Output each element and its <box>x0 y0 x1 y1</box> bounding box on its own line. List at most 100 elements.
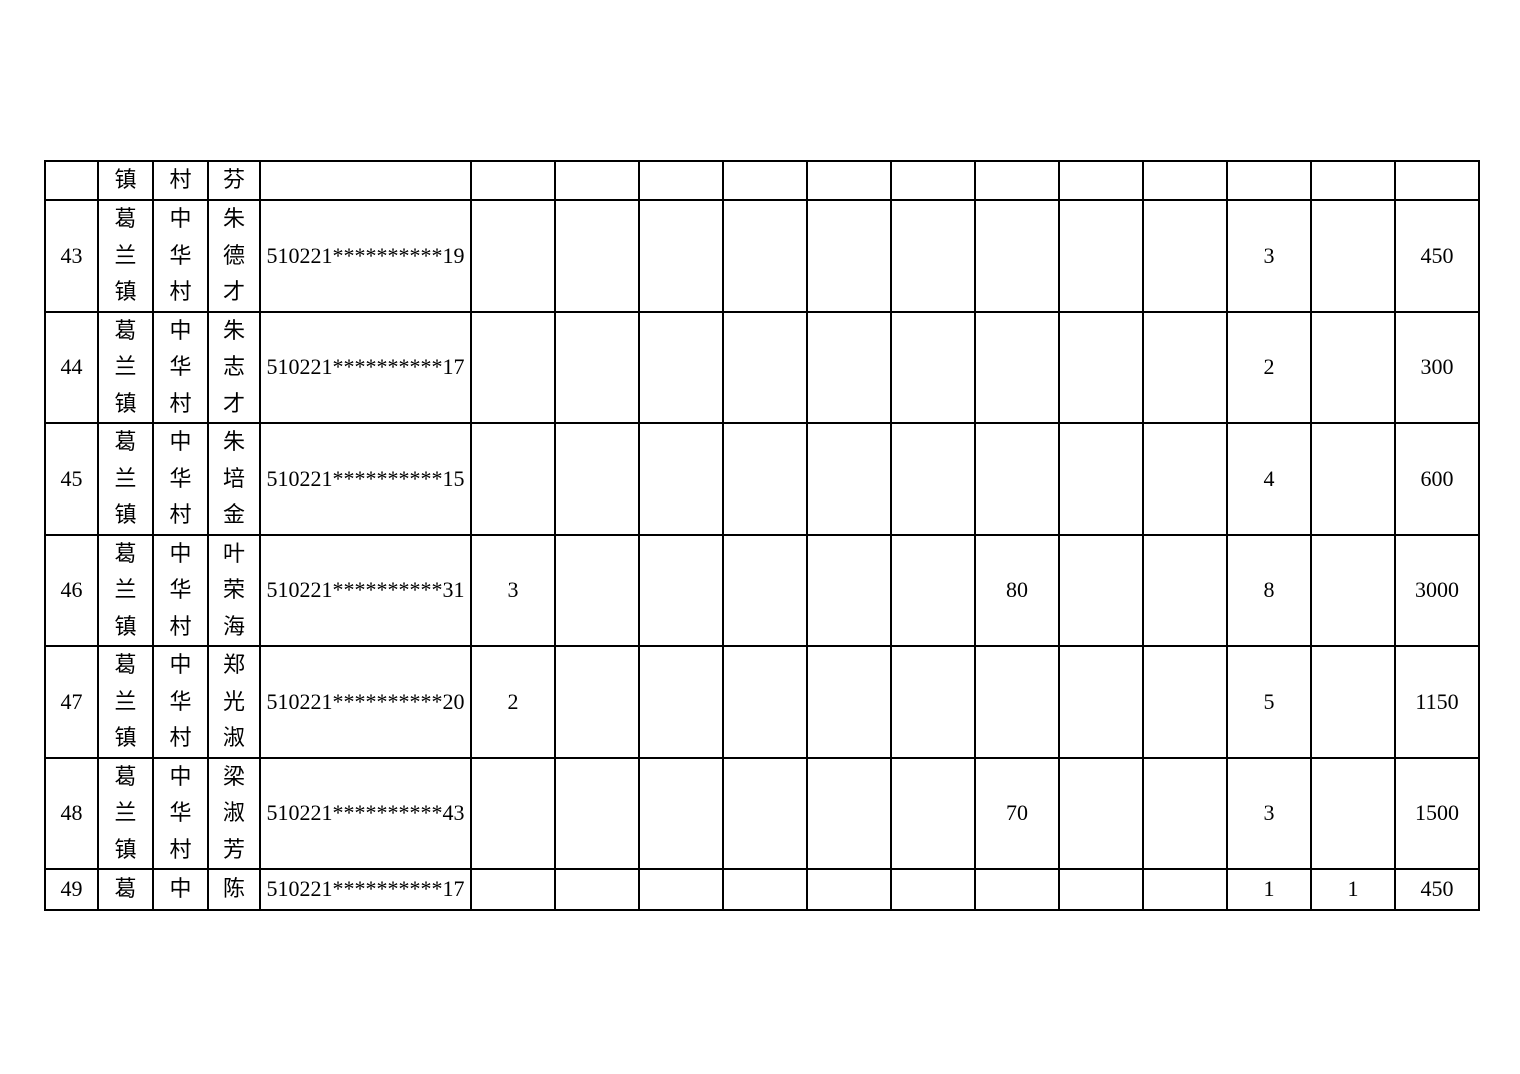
value-cell <box>470 422 556 536</box>
value-cell <box>638 533 724 647</box>
id-number-cell: 510221**********43 <box>259 756 472 870</box>
table-row-continuation: 镇 村 芬 <box>44 160 1480 201</box>
value-cell <box>722 199 808 313</box>
town-cell: 葛 兰 镇 <box>97 199 154 313</box>
value-cell <box>554 199 640 313</box>
record-table: 镇 村 芬 4 3 葛 兰 镇 中 华 村 <box>44 160 1480 911</box>
value-cell <box>554 868 640 911</box>
value-cell <box>722 756 808 870</box>
value-cell <box>722 645 808 759</box>
row-number-cell: 45 <box>44 422 99 536</box>
value-cell <box>1142 756 1228 870</box>
village-cell: 中 <box>152 868 209 911</box>
id-number-cell: 510221**********15 <box>259 422 472 536</box>
value-cell <box>1310 756 1396 870</box>
value-cell: 80 <box>974 533 1060 647</box>
town-cell: 镇 <box>97 160 154 201</box>
value-cell: 450 <box>1394 199 1480 313</box>
value-cell <box>1310 645 1396 759</box>
value-cell <box>974 160 1060 201</box>
value-cell <box>1058 422 1144 536</box>
value-cell <box>1142 160 1228 201</box>
value-cell <box>890 756 976 870</box>
value-cell: 1150 <box>1394 645 1480 759</box>
value-cell <box>890 868 976 911</box>
value-cell <box>554 160 640 201</box>
id-number-cell: 510221**********31 <box>259 533 472 647</box>
value-cell <box>1058 868 1144 911</box>
value-cell <box>1394 160 1480 201</box>
town-cell: 葛 兰 镇 <box>97 533 154 647</box>
value-cell: 5 <box>1226 645 1312 759</box>
table-row: 43 葛 兰 镇 中 华 村 朱 德 才 510221**********19 … <box>44 199 1480 313</box>
value-cell <box>806 310 892 424</box>
id-number-cell: 510221**********17 <box>259 868 472 911</box>
value-cell <box>554 756 640 870</box>
value-cell: 2 <box>1226 310 1312 424</box>
row-number-cell: 44 <box>44 310 99 424</box>
value-cell <box>806 199 892 313</box>
value-cell <box>1058 199 1144 313</box>
row-number-cell: 46 <box>44 533 99 647</box>
value-cell <box>1058 533 1144 647</box>
value-cell <box>722 868 808 911</box>
value-cell <box>806 160 892 201</box>
value-cell <box>1058 160 1144 201</box>
value-cell <box>638 199 724 313</box>
table-row: 48 葛 兰 镇 中 华 村 梁 淑 芳 510221**********43 … <box>44 756 1480 870</box>
village-cell: 中 华 村 <box>152 310 209 424</box>
value-cell <box>1142 199 1228 313</box>
value-cell <box>554 310 640 424</box>
value-cell: 1 <box>1226 868 1312 911</box>
value-cell <box>1142 422 1228 536</box>
value-cell <box>722 160 808 201</box>
row-number-cell: 47 <box>44 645 99 759</box>
village-cell: 中 华 村 <box>152 422 209 536</box>
id-number-cell: 510221**********19 <box>259 199 472 313</box>
town-cell: 葛 兰 镇 <box>97 310 154 424</box>
value-cell <box>638 645 724 759</box>
value-cell <box>1310 533 1396 647</box>
table-row: 49 葛 中 陈 510221**********17 1 1 450 <box>44 868 1480 911</box>
value-cell <box>1310 160 1396 201</box>
value-cell <box>974 645 1060 759</box>
value-cell <box>974 199 1060 313</box>
value-cell <box>638 756 724 870</box>
value-cell <box>470 310 556 424</box>
id-number-cell <box>259 160 472 201</box>
person-name-cell: 朱 志 才 <box>207 310 261 424</box>
value-cell <box>1058 756 1144 870</box>
value-cell <box>1226 160 1312 201</box>
value-cell <box>890 645 976 759</box>
value-cell: 2 <box>470 645 556 759</box>
value-cell <box>722 310 808 424</box>
value-cell <box>1142 868 1228 911</box>
value-cell <box>890 310 976 424</box>
value-cell: 300 <box>1394 310 1480 424</box>
value-cell <box>1142 310 1228 424</box>
value-cell <box>890 533 976 647</box>
value-cell: 3 <box>470 533 556 647</box>
value-cell <box>638 868 724 911</box>
value-cell: 3000 <box>1394 533 1480 647</box>
table-row: 46 葛 兰 镇 中 华 村 叶 荣 海 510221**********31 … <box>44 533 1480 647</box>
value-cell <box>806 422 892 536</box>
value-cell: 3 <box>1226 199 1312 313</box>
value-cell <box>722 533 808 647</box>
value-cell <box>1058 645 1144 759</box>
value-cell <box>890 199 976 313</box>
value-cell: 4 <box>1226 422 1312 536</box>
id-number-cell: 510221**********20 <box>259 645 472 759</box>
value-cell <box>1310 310 1396 424</box>
value-cell <box>974 868 1060 911</box>
town-cell: 葛 兰 镇 <box>97 756 154 870</box>
value-cell <box>1142 533 1228 647</box>
value-cell <box>1310 422 1396 536</box>
person-name-cell: 郑 光 淑 <box>207 645 261 759</box>
value-cell: 600 <box>1394 422 1480 536</box>
value-cell <box>806 533 892 647</box>
value-cell <box>1058 310 1144 424</box>
table-row: 44 葛 兰 镇 中 华 村 朱 志 才 510221**********17 … <box>44 310 1480 424</box>
value-cell <box>1142 645 1228 759</box>
